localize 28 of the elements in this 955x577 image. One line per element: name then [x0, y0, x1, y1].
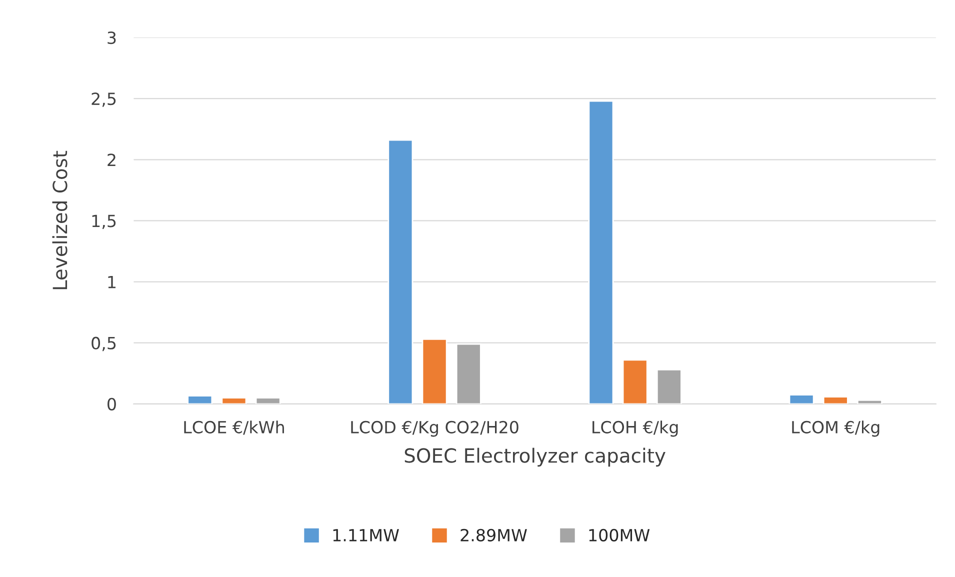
bar	[255, 397, 281, 404]
bar	[388, 139, 414, 404]
bar	[656, 369, 682, 404]
y-tick-label: 2,5	[92, 92, 116, 107]
bar	[456, 343, 482, 404]
y-tick-label: 0	[108, 398, 116, 410]
x-axis-title: SOEC Electrolyzer capacity	[404, 448, 666, 467]
bar	[788, 394, 814, 404]
y-tick-label: 1	[108, 276, 116, 288]
y-axis-title: Levelized Cost	[52, 150, 68, 290]
bar	[822, 396, 848, 404]
y-tick-label: 2	[108, 154, 116, 166]
legend-label: 2.89MW	[460, 528, 527, 542]
bar	[588, 100, 614, 404]
x-tick-label: LCOD €/Kg CO2/H20	[351, 420, 518, 437]
y-tick-label: 0,5	[92, 336, 116, 352]
bar	[856, 400, 882, 404]
x-tick-label: LCOH €/kg	[592, 420, 678, 437]
bar	[622, 359, 648, 404]
x-tick-label: LCOE €/kWh	[184, 420, 284, 435]
bar	[422, 338, 448, 404]
x-tick-label: LCOM €/kg	[792, 420, 880, 437]
y-tick-label: 3	[108, 31, 116, 44]
bar	[221, 397, 247, 404]
legend-label: 1.11MW	[333, 529, 399, 542]
legend-label: 100MW	[589, 528, 650, 542]
y-tick-label: 1,5	[92, 214, 116, 229]
bar	[187, 395, 213, 404]
